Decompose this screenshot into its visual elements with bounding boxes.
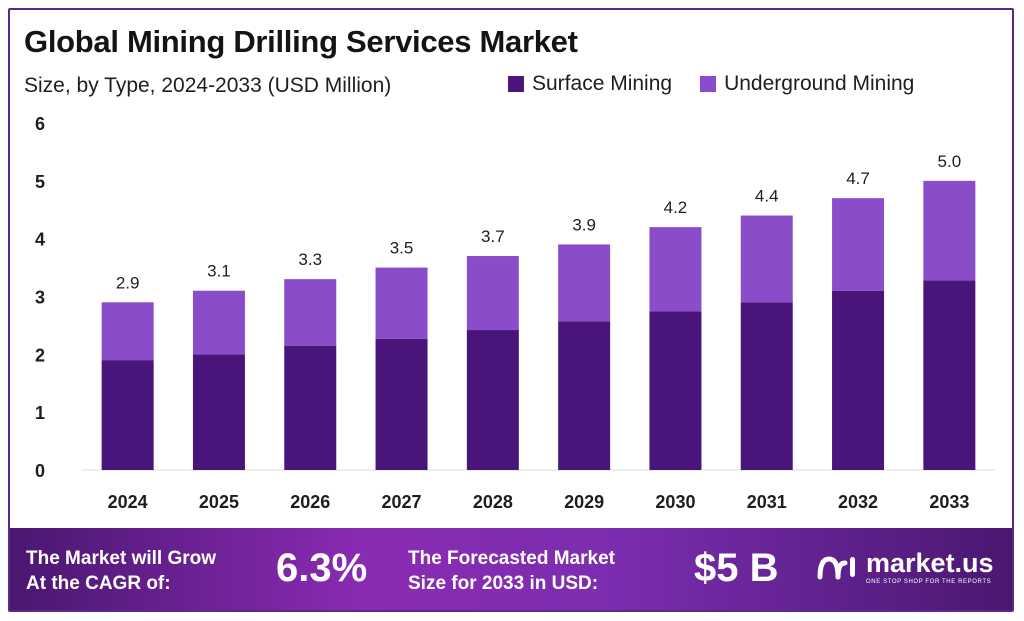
- total-label-2026: 3.3: [298, 250, 322, 269]
- y-tick-label: 5: [35, 172, 45, 192]
- chart-title: Global Mining Drilling Services Market: [24, 24, 578, 59]
- legend-item-surface: Surface Mining: [508, 72, 672, 96]
- legend-swatch-surface: [508, 76, 524, 92]
- chart-plot: 0 1 2 3 4 5 6 2.9 2024 3.1 2025 3.3 2026 3.5 2027 3.7 20…: [35, 114, 995, 512]
- x-tick-label-2029: 2029: [564, 492, 604, 512]
- total-label-2029: 3.9: [572, 215, 596, 234]
- forecast-label-line2: Size for 2033 in USD:: [408, 573, 599, 594]
- brand-logo: market.us ONE STOP SHOP FOR THE REPORTS: [816, 550, 994, 585]
- y-tick-label: 3: [35, 288, 45, 308]
- bar-underground-2031: [740, 215, 793, 303]
- summary-banner: The Market will Grow At the CAGR of: 6.3…: [10, 528, 1012, 610]
- cagr-label: The Market will Grow At the CAGR of:: [26, 546, 216, 596]
- total-label-2030: 4.2: [664, 198, 688, 217]
- bar-underground-2032: [832, 198, 885, 291]
- total-label-2032: 4.7: [846, 169, 870, 188]
- forecast-value: $5 B: [694, 546, 779, 590]
- y-tick-label: 4: [35, 230, 45, 250]
- bar-underground-2026: [284, 279, 337, 346]
- legend-item-underground: Underground Mining: [700, 72, 914, 96]
- x-tick-label-2031: 2031: [747, 492, 787, 512]
- x-tick-label-2024: 2024: [108, 492, 148, 512]
- bar-underground-2025: [192, 290, 245, 355]
- brand-tagline: ONE STOP SHOP FOR THE REPORTS: [866, 579, 992, 585]
- bar-surface-2033: [923, 280, 976, 470]
- forecast-label: The Forecasted Market Size for 2033 in U…: [408, 546, 615, 596]
- bar-surface-2030: [649, 311, 702, 470]
- x-tick-label-2027: 2027: [382, 492, 422, 512]
- legend-label-underground: Underground Mining: [724, 72, 915, 95]
- market-us-logo-icon: [817, 555, 855, 579]
- total-label-2025: 3.1: [207, 262, 231, 281]
- x-tick-label-2030: 2030: [655, 492, 695, 512]
- x-tick-label-2033: 2033: [929, 492, 969, 512]
- bar-surface-2031: [740, 302, 793, 470]
- bar-underground-2030: [649, 227, 702, 312]
- cagr-label-line2: At the CAGR of:: [26, 573, 171, 594]
- chart-subtitle: Size, by Type, 2024-2033 (USD Million): [24, 74, 392, 97]
- bar-surface-2024: [101, 360, 154, 470]
- bar-underground-2028: [466, 256, 519, 331]
- bar-surface-2029: [558, 321, 611, 470]
- chart-frame: Global Mining Drilling Services Market S…: [8, 8, 1014, 612]
- x-tick-label-2025: 2025: [199, 492, 239, 512]
- brand-name: market.us: [866, 548, 994, 578]
- total-label-2027: 3.5: [390, 239, 414, 258]
- bar-underground-2027: [375, 267, 428, 339]
- forecast-label-line1: The Forecasted Market: [408, 548, 615, 569]
- total-label-2031: 4.4: [755, 187, 779, 206]
- y-tick-label: 1: [35, 403, 45, 423]
- bar-underground-2029: [558, 244, 611, 322]
- y-tick-label: 2: [35, 345, 45, 365]
- bar-underground-2024: [101, 302, 154, 361]
- legend-label-surface: Surface Mining: [532, 72, 673, 95]
- x-tick-label-2032: 2032: [838, 492, 878, 512]
- x-tick-label-2026: 2026: [290, 492, 330, 512]
- x-tick-label-2028: 2028: [473, 492, 513, 512]
- cagr-value: 6.3%: [276, 546, 368, 590]
- total-label-2024: 2.9: [116, 273, 140, 292]
- chart-legend: Surface Mining Underground Mining: [508, 72, 914, 96]
- bar-surface-2026: [284, 345, 337, 470]
- y-tick-label: 6: [35, 114, 45, 134]
- total-label-2028: 3.7: [481, 227, 505, 246]
- bar-underground-2033: [923, 180, 976, 281]
- y-tick-label: 0: [35, 461, 45, 481]
- bar-surface-2025: [192, 354, 245, 470]
- bar-surface-2027: [375, 338, 428, 470]
- bar-surface-2028: [466, 330, 519, 470]
- cagr-label-line1: The Market will Grow: [26, 548, 217, 569]
- legend-swatch-underground: [700, 76, 717, 92]
- bar-surface-2032: [832, 290, 885, 470]
- total-label-2033: 5.0: [938, 152, 962, 171]
